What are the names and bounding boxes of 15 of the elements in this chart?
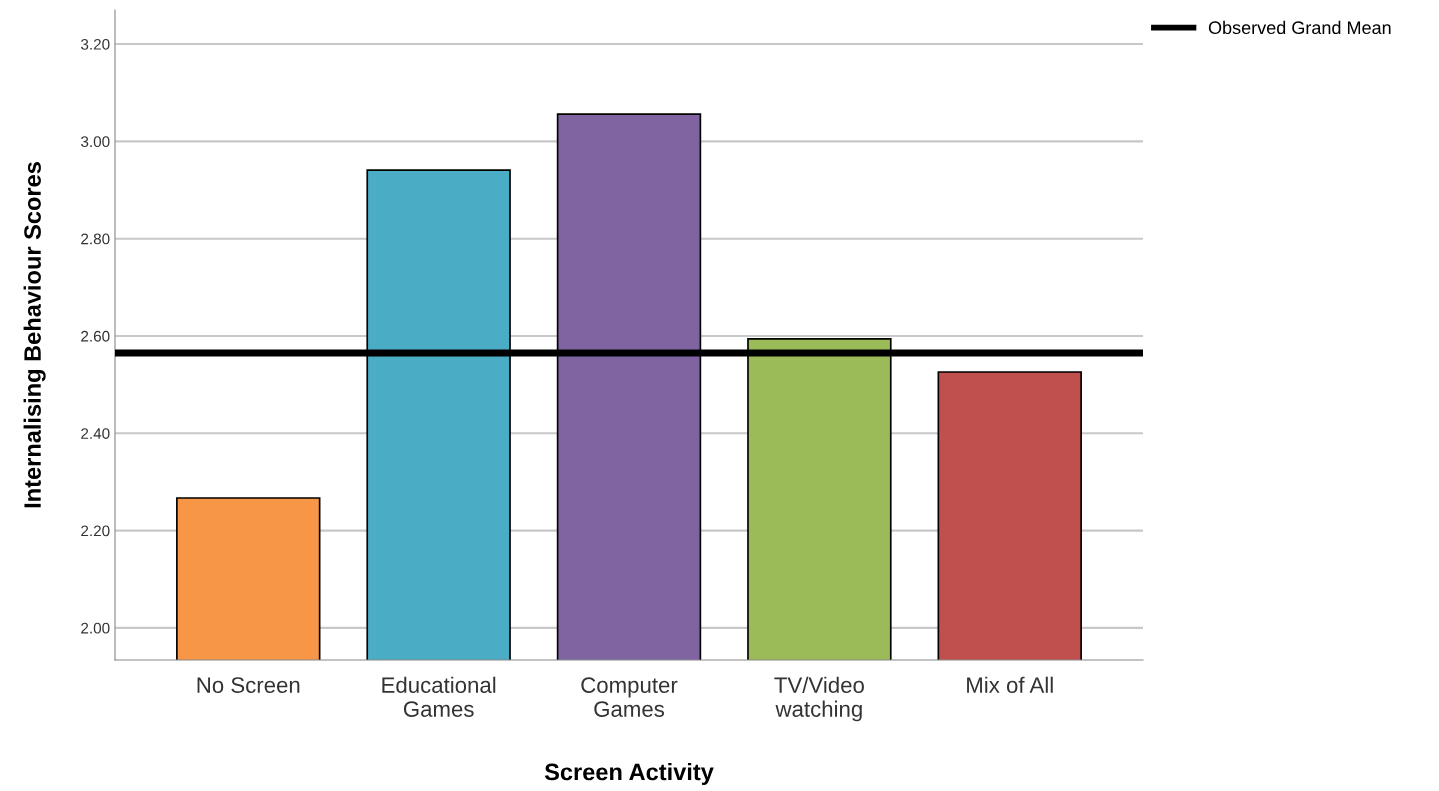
y-tick-label: 3.00 <box>80 136 110 148</box>
y-tick-label: 2.60 <box>81 330 110 342</box>
y-axis-title: Internalising Behaviour Scores <box>23 162 46 508</box>
x-axis-title: Screen Activity <box>544 762 714 785</box>
y-tick-label: 2.40 <box>81 428 110 439</box>
x-tick-label: Computer Games <box>581 677 678 717</box>
y-tick-label: 2.00 <box>81 622 110 634</box>
y-tick-label: 3.20 <box>80 38 110 50</box>
x-tick-label: TV/Video watching <box>774 676 864 722</box>
x-tick-label: Mix of All <box>967 676 1053 693</box>
x-tick-label: Educational Games <box>382 676 496 717</box>
y-tick-label: 2.20 <box>81 525 110 537</box>
x-tick-label: No Screen <box>197 677 300 693</box>
y-tick-label: 2.80 <box>81 233 110 245</box>
legend-label: Observed Grand Mean <box>1208 20 1391 35</box>
